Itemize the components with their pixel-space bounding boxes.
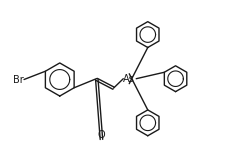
Text: Br: Br — [13, 75, 24, 84]
Text: O: O — [98, 130, 105, 140]
Text: As: As — [123, 74, 135, 84]
